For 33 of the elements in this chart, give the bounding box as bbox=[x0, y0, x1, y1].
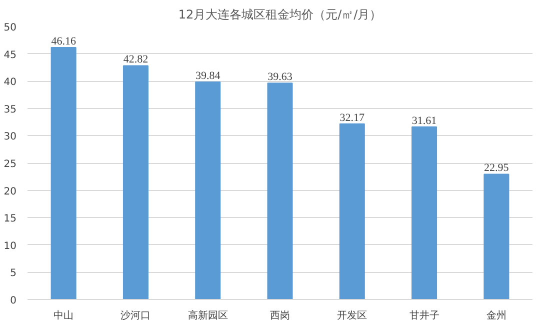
y-tick-label: 25 bbox=[4, 159, 17, 170]
bar bbox=[412, 126, 438, 300]
bar bbox=[267, 82, 293, 300]
bar bbox=[339, 123, 365, 300]
y-tick-label: 30 bbox=[4, 132, 17, 143]
y-tick-label: 45 bbox=[4, 50, 17, 61]
bar bbox=[195, 81, 221, 300]
data-label: 22.95 bbox=[484, 162, 510, 174]
chart-title: 12月大连各城区租金均价（元/㎡/月） bbox=[178, 8, 382, 22]
y-tick-label: 35 bbox=[4, 104, 17, 116]
bar bbox=[484, 174, 510, 300]
y-tick-label: 5 bbox=[10, 268, 17, 280]
x-tick-label: 开发区 bbox=[337, 310, 368, 322]
data-label: 46.16 bbox=[51, 35, 76, 48]
data-label: 32.17 bbox=[340, 112, 366, 124]
data-label: 39.63 bbox=[268, 71, 293, 84]
x-tick-label: 金州 bbox=[486, 310, 506, 322]
data-label: 39.84 bbox=[195, 70, 221, 82]
x-tick-label: 中山 bbox=[54, 310, 74, 322]
y-tick-label: 50 bbox=[4, 22, 17, 34]
bar bbox=[122, 65, 148, 300]
y-tick-label: 40 bbox=[4, 77, 17, 88]
y-tick-label: 10 bbox=[4, 240, 17, 252]
y-tick-label: 20 bbox=[4, 186, 17, 198]
data-label: 31.61 bbox=[412, 114, 437, 127]
x-tick-label: 高新园区 bbox=[188, 310, 228, 322]
x-tick-label: 甘井子 bbox=[409, 310, 440, 322]
y-tick-label: 0 bbox=[10, 296, 17, 306]
data-label: 42.82 bbox=[123, 54, 148, 66]
y-tick-label: 15 bbox=[4, 214, 17, 225]
x-tick-label: 西岗 bbox=[270, 310, 290, 322]
x-tick-label: 沙河口 bbox=[120, 310, 151, 322]
bar bbox=[50, 46, 76, 300]
